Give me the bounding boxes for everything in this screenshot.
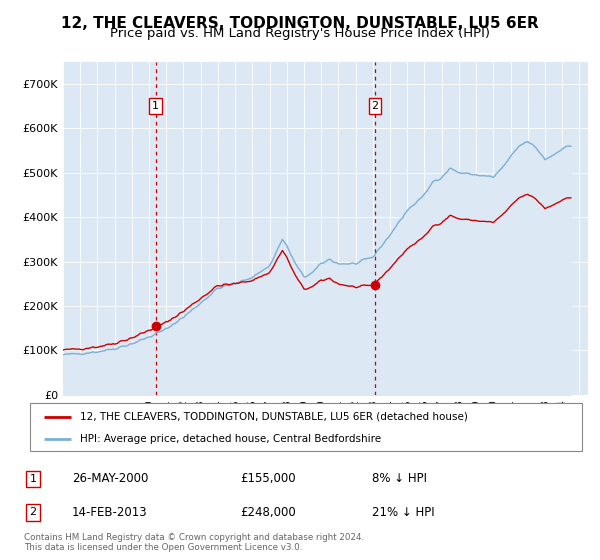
Text: 1: 1 <box>29 474 37 484</box>
Text: 2: 2 <box>371 101 379 111</box>
Text: 12, THE CLEAVERS, TODDINGTON, DUNSTABLE, LU5 6ER (detached house): 12, THE CLEAVERS, TODDINGTON, DUNSTABLE,… <box>80 412 467 422</box>
FancyBboxPatch shape <box>30 403 582 451</box>
Text: £155,000: £155,000 <box>240 472 296 486</box>
Text: 1: 1 <box>152 101 159 111</box>
Text: 2: 2 <box>29 507 37 517</box>
Text: Price paid vs. HM Land Registry's House Price Index (HPI): Price paid vs. HM Land Registry's House … <box>110 27 490 40</box>
Text: 21% ↓ HPI: 21% ↓ HPI <box>372 506 434 519</box>
Text: 12, THE CLEAVERS, TODDINGTON, DUNSTABLE, LU5 6ER: 12, THE CLEAVERS, TODDINGTON, DUNSTABLE,… <box>61 16 539 31</box>
Text: This data is licensed under the Open Government Licence v3.0.: This data is licensed under the Open Gov… <box>24 543 302 552</box>
Text: Contains HM Land Registry data © Crown copyright and database right 2024.: Contains HM Land Registry data © Crown c… <box>24 533 364 542</box>
Text: £248,000: £248,000 <box>240 506 296 519</box>
Text: 14-FEB-2013: 14-FEB-2013 <box>72 506 148 519</box>
Text: HPI: Average price, detached house, Central Bedfordshire: HPI: Average price, detached house, Cent… <box>80 434 381 444</box>
Text: 8% ↓ HPI: 8% ↓ HPI <box>372 472 427 486</box>
Text: 26-MAY-2000: 26-MAY-2000 <box>72 472 148 486</box>
